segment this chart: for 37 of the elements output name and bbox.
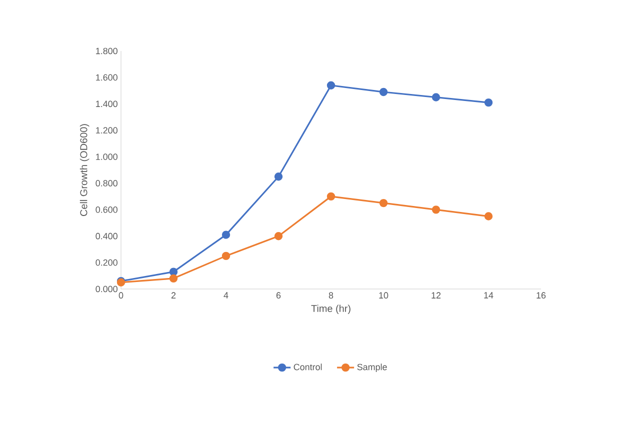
legend-label: Sample xyxy=(357,364,387,372)
y-tick-label: 0.600 xyxy=(96,206,118,213)
point xyxy=(222,230,230,239)
point xyxy=(379,88,388,96)
point xyxy=(484,98,493,107)
point xyxy=(169,274,178,283)
point xyxy=(222,252,230,260)
y-tick-label: 1.600 xyxy=(96,74,118,81)
x-tick-label: 14 xyxy=(484,292,494,298)
legend-label: Control xyxy=(294,364,322,370)
x-tick-label: 8 xyxy=(328,292,334,299)
x-tick-label: 0 xyxy=(118,292,124,299)
x-tick-label: 2 xyxy=(171,292,176,298)
point xyxy=(379,198,388,208)
y-tick-label: 1.200 xyxy=(96,127,118,134)
y-tick-label: 1.400 xyxy=(96,100,118,108)
y-tick-label: 0.400 xyxy=(96,232,118,240)
point xyxy=(326,192,336,201)
point xyxy=(274,172,283,181)
x-axis-title: Time (hr) xyxy=(311,304,350,314)
point xyxy=(274,232,283,240)
y-tick-label: 1.800 xyxy=(96,48,118,54)
y-tick-label: 1.000 xyxy=(96,154,118,160)
y-tick-label: 0.800 xyxy=(96,180,118,186)
x-tick-label: 16 xyxy=(536,292,546,299)
x-tick-label: 10 xyxy=(379,292,388,299)
point xyxy=(484,212,493,220)
y-axis-title: Cell Growth (OD600) xyxy=(80,124,90,216)
x-tick-label: 12 xyxy=(432,292,441,298)
point xyxy=(326,81,336,90)
y-tick-label: 0.200 xyxy=(96,259,118,266)
point xyxy=(432,206,440,214)
point xyxy=(169,268,178,276)
x-tick-label: 4 xyxy=(224,292,228,298)
x-tick-label: 6 xyxy=(276,292,281,299)
point xyxy=(432,93,440,102)
y-tick-label: 0.000 xyxy=(96,286,118,292)
